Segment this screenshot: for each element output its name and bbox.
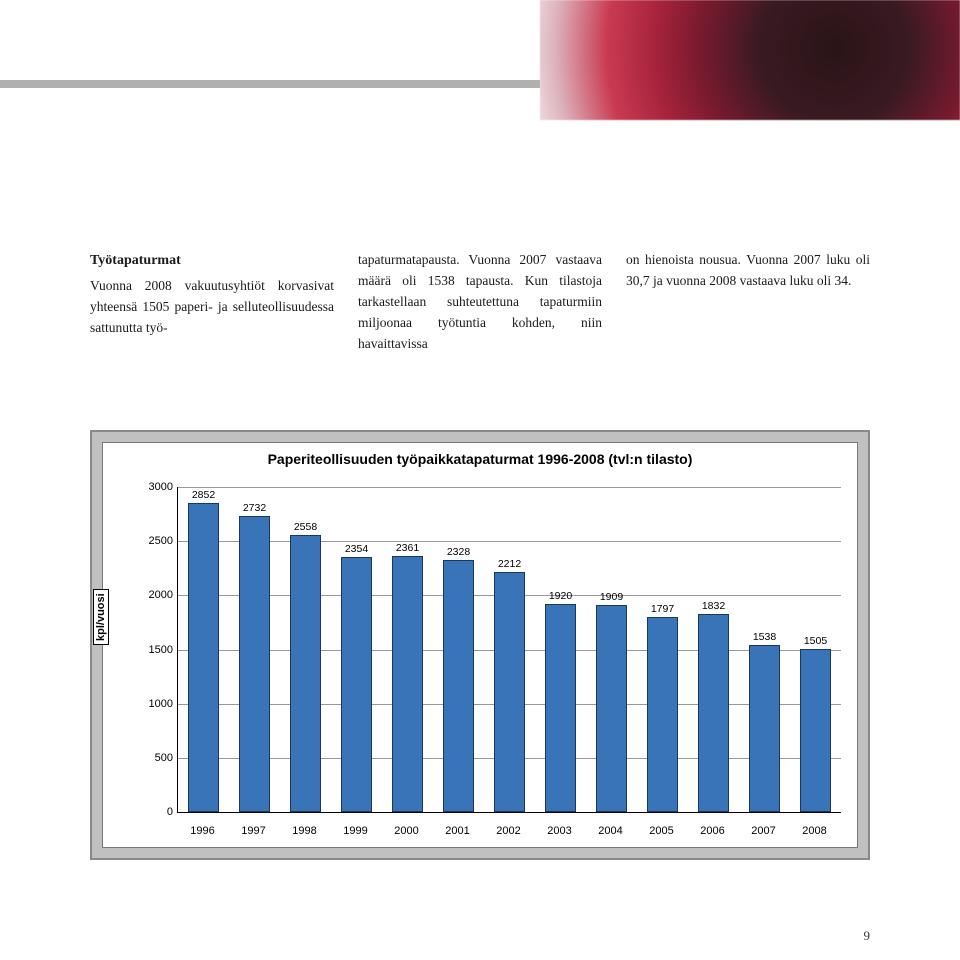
page-header	[0, 0, 960, 140]
x-tick-label: 2005	[649, 825, 673, 837]
x-tick-label: 2001	[445, 825, 469, 837]
page-number: 9	[864, 928, 871, 944]
x-tick-label: 2003	[547, 825, 571, 837]
section-title: Työtapaturmat	[90, 250, 334, 272]
bar	[494, 572, 526, 812]
column-2: tapaturmatapausta. Vuonna 2007 vastaava …	[358, 250, 602, 355]
bar	[290, 535, 322, 812]
gridline	[178, 541, 841, 542]
bar	[698, 614, 730, 812]
x-tick-label: 2002	[496, 825, 520, 837]
chart-inner: Paperiteollisuuden työpaikkatapaturmat 1…	[102, 442, 858, 848]
bar-value-label: 2732	[243, 502, 266, 514]
bar-value-label: 2361	[396, 542, 419, 554]
plot-area: 2852 2732 2558 2354 2361 2328 2212 1920 1909 1797…	[177, 487, 841, 813]
chart-title: Paperiteollisuuden työpaikkatapaturmat 1…	[103, 451, 857, 467]
bar	[545, 604, 577, 812]
bar-value-label: 2558	[294, 521, 317, 533]
y-tick-label: 500	[135, 752, 173, 764]
bar-value-label: 2354	[345, 543, 368, 555]
bar	[392, 556, 424, 812]
chart-frame: Paperiteollisuuden työpaikkatapaturmat 1…	[90, 430, 870, 860]
body-text: Työtapaturmat Vuonna 2008 vakuutusyhtiöt…	[90, 250, 870, 355]
bar	[596, 605, 628, 812]
y-tick-label: 3000	[135, 481, 173, 493]
y-tick-label: 1500	[135, 644, 173, 656]
x-tick-label: 2004	[598, 825, 622, 837]
bar	[800, 649, 832, 812]
y-tick-label: 0	[135, 806, 173, 818]
bar-value-label: 1920	[549, 590, 572, 602]
x-tick-label: 2008	[802, 825, 826, 837]
bar	[341, 557, 373, 812]
header-rule	[0, 80, 540, 88]
col1-text: Vuonna 2008 vakuutusyhtiöt korvasivat yh…	[90, 278, 334, 335]
bar-value-label: 1909	[600, 591, 623, 603]
col3-text: on hienoista nousua. Vuonna 2007 luku ol…	[626, 252, 870, 288]
bar	[749, 645, 781, 812]
bar-value-label: 2328	[447, 546, 470, 558]
bar-value-label: 1505	[804, 635, 827, 647]
bar-value-label: 2852	[192, 489, 215, 501]
bar-value-label: 1538	[753, 631, 776, 643]
y-tick-label: 1000	[135, 698, 173, 710]
bar-value-label: 1797	[651, 603, 674, 615]
x-tick-label: 1997	[241, 825, 265, 837]
y-axis-label: kpl/vuosi	[93, 589, 109, 645]
bar-value-label: 1832	[702, 600, 725, 612]
x-tick-label: 2007	[751, 825, 775, 837]
x-tick-label: 2006	[700, 825, 724, 837]
y-tick-label: 2500	[135, 535, 173, 547]
bar	[188, 503, 220, 812]
x-tick-label: 1996	[190, 825, 214, 837]
column-1: Työtapaturmat Vuonna 2008 vakuutusyhtiöt…	[90, 250, 334, 355]
x-tick-label: 2000	[394, 825, 418, 837]
bar	[647, 617, 679, 812]
gridline	[178, 487, 841, 488]
column-3: on hienoista nousua. Vuonna 2007 luku ol…	[626, 250, 870, 355]
header-decorative-photo	[540, 0, 960, 120]
x-tick-label: 1999	[343, 825, 367, 837]
bar	[443, 560, 475, 812]
col2-text: tapaturmatapausta. Vuonna 2007 vastaava …	[358, 252, 602, 351]
bar	[239, 516, 271, 812]
y-tick-label: 2000	[135, 589, 173, 601]
bar-value-label: 2212	[498, 558, 521, 570]
x-tick-label: 1998	[292, 825, 316, 837]
